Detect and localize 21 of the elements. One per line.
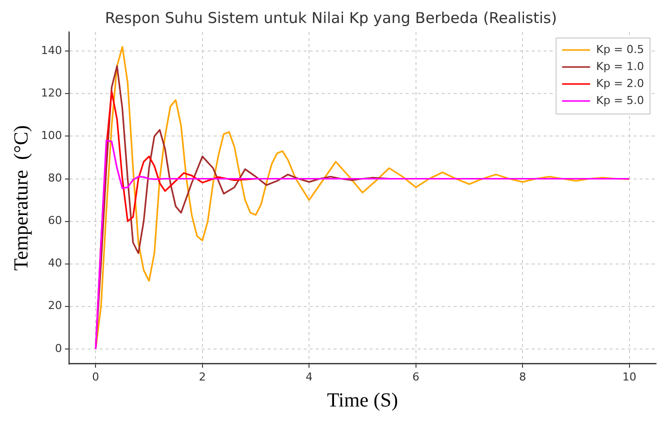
legend-label: Kp = 5.0 [596,94,644,107]
y-tick-label: 40 [48,256,62,270]
y-tick-label: 0 [54,342,62,355]
x-tick-label: 2 [198,370,206,384]
y-tick-label: 80 [48,172,62,185]
y-tick-label: 120 [40,86,62,100]
x-tick-label: 4 [306,370,313,384]
y-tick-label: 140 [40,44,62,57]
x-tick-label: 6 [412,370,420,384]
legend-label: Kp = 0.5 [596,42,644,56]
legend-label: Kp = 2.0 [596,76,644,90]
x-tick-label: 8 [519,370,526,384]
x-tick-label: 0 [92,370,100,384]
y-axis-title: Temperature (°C) [10,125,32,271]
chart-title: Respon Suhu Sistem untuk Nilai Kp yang Berbeda (Realistis) [105,8,557,27]
x-tick-label: 10 [622,370,636,384]
y-tick-label: 60 [48,214,62,228]
y-tick-label: 20 [48,299,62,312]
legend-label: Kp = 1.0 [596,60,644,73]
x-axis-title: Time (S) [327,389,398,412]
y-tick-label: 100 [40,129,62,142]
